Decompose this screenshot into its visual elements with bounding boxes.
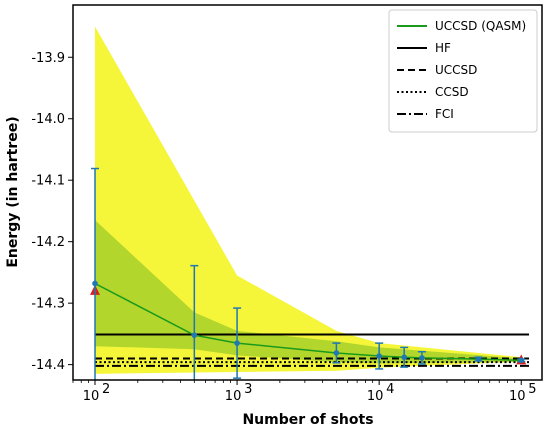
x-tick-label: 10 bbox=[509, 389, 526, 404]
outer-uncertainty-band bbox=[95, 26, 522, 374]
axes: -14.4-14.3-14.2-14.1-14.0-13.910 2 10 3 10 4 1… bbox=[31, 51, 536, 404]
data-point bbox=[518, 357, 525, 364]
x-tick-label: 10 bbox=[367, 389, 384, 404]
legend-box bbox=[388, 9, 538, 133]
data-point bbox=[419, 355, 425, 361]
x-tick-label-exponent: 3 bbox=[244, 382, 252, 397]
data-point bbox=[92, 280, 98, 287]
plot-area bbox=[90, 26, 529, 380]
legend-label: CCSD bbox=[435, 85, 469, 99]
data-point bbox=[333, 350, 340, 356]
y-tick-label: -14.2 bbox=[31, 235, 65, 250]
data-point bbox=[475, 356, 482, 362]
y-axis-label: Energy (in hartree) bbox=[5, 116, 21, 267]
legend-label: UCCSD (QASM) bbox=[435, 19, 526, 33]
data-point bbox=[401, 354, 407, 361]
data-point bbox=[376, 353, 382, 359]
legend-label: HF bbox=[435, 41, 451, 55]
x-tick-label-exponent: 2 bbox=[102, 382, 110, 397]
y-tick-label: -14.4 bbox=[31, 358, 65, 373]
x-tick-label-exponent: 5 bbox=[528, 382, 536, 397]
x-tick-label-exponent: 4 bbox=[386, 382, 394, 397]
y-tick-label: -14.3 bbox=[31, 297, 65, 312]
plot-frame bbox=[72, 4, 543, 381]
y-tick-label: -13.9 bbox=[31, 51, 65, 66]
y-tick-label: -14.1 bbox=[31, 174, 65, 189]
x-tick-label: 10 bbox=[225, 389, 242, 404]
inner-uncertainty-band bbox=[95, 220, 522, 364]
legend-label: UCCSD bbox=[435, 63, 477, 77]
data-point bbox=[234, 340, 240, 346]
data-point bbox=[191, 332, 198, 338]
plot-content bbox=[90, 26, 529, 380]
legend: UCCSD (QASM) HF UCCSD CCSD FCI bbox=[388, 9, 538, 133]
x-axis-label: Number of shots bbox=[242, 412, 373, 428]
y-tick-label: -14.0 bbox=[31, 112, 65, 127]
x-tick-label: 10 bbox=[83, 389, 100, 404]
legend-label: FCI bbox=[435, 107, 454, 121]
